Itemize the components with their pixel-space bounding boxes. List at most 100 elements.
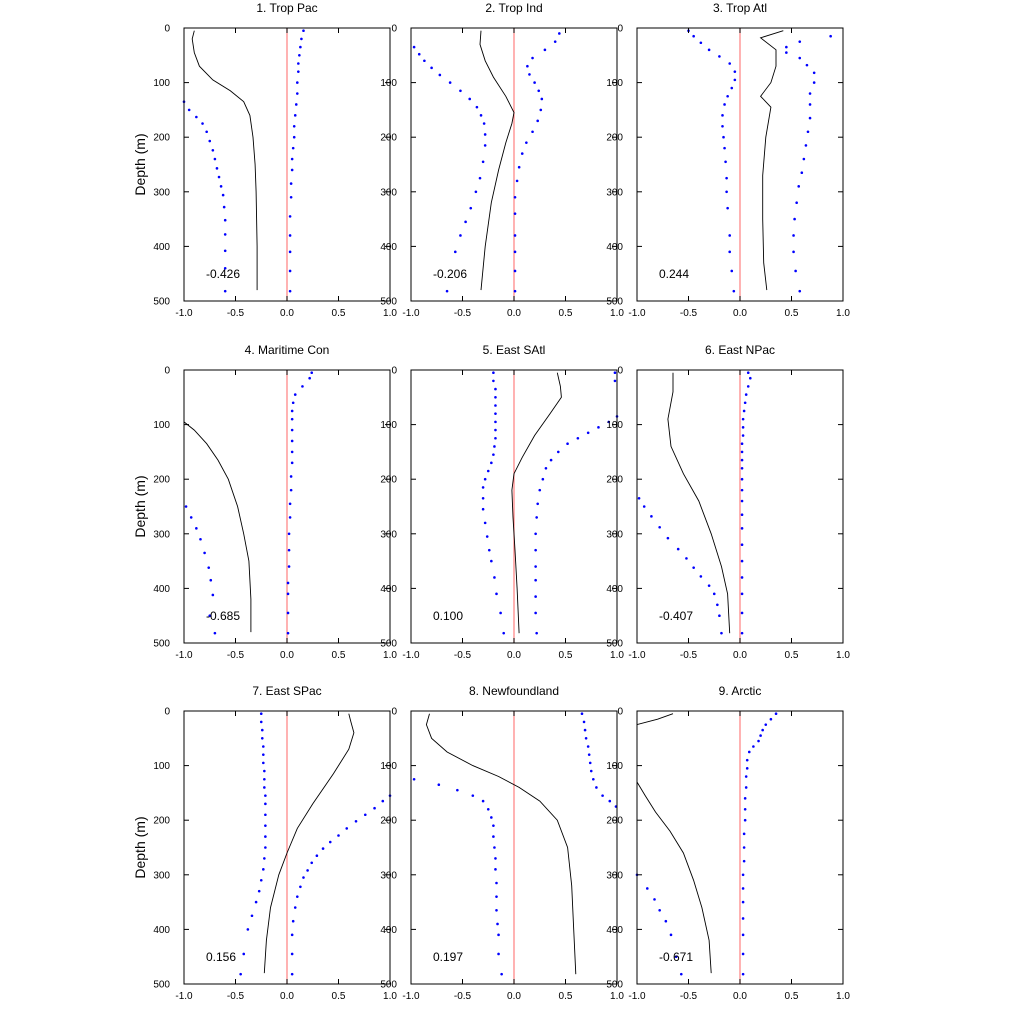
lower-bound-dot xyxy=(468,97,472,101)
lower-bound-dot xyxy=(722,135,725,139)
x-tick-label: 0.0 xyxy=(280,650,294,661)
upper-bound-dot xyxy=(743,807,747,811)
lower-bound-dot xyxy=(246,928,250,931)
upper-bound-dot xyxy=(798,289,802,293)
lower-bound-dot xyxy=(699,575,703,578)
lower-bound-dot xyxy=(262,745,265,748)
lower-bound-dot xyxy=(492,453,495,456)
lower-bound-dot xyxy=(679,972,683,976)
lower-bound-dot xyxy=(494,387,497,391)
y-tick-label: 0 xyxy=(617,366,623,377)
y-tick-label: 100 xyxy=(606,761,623,772)
lower-bound-dot xyxy=(464,220,467,224)
y-tick-label: 300 xyxy=(153,870,170,881)
upper-bound-dot xyxy=(290,952,294,956)
upper-bound-dot xyxy=(296,81,299,84)
y-tick-label: 300 xyxy=(380,529,397,540)
profile-line xyxy=(479,30,515,291)
upper-bound-dot xyxy=(373,806,376,810)
upper-bound-dot xyxy=(296,92,299,95)
lower-bound-dot xyxy=(486,807,490,811)
x-tick-label: 1.0 xyxy=(610,308,624,319)
upper-bound-dot xyxy=(541,477,545,481)
lower-bound-dot xyxy=(213,157,217,161)
lower-bound-dot xyxy=(495,881,498,885)
upper-bound-dot xyxy=(740,442,744,446)
lower-bound-dot xyxy=(674,955,678,958)
upper-bound-dot xyxy=(287,532,291,536)
upper-bound-dot xyxy=(292,135,296,139)
x-tick-label: 1.0 xyxy=(836,650,850,661)
lower-bound-dot xyxy=(217,175,221,179)
lower-bound-dot xyxy=(707,48,711,52)
x-tick-label: 0.0 xyxy=(733,991,747,1002)
lower-bound-dot xyxy=(728,62,731,65)
lower-bound-dot xyxy=(685,557,688,560)
lower-bound-dot xyxy=(242,952,246,956)
lower-bound-dot xyxy=(721,124,724,128)
upper-bound-dot xyxy=(745,767,749,770)
lower-bound-dot xyxy=(726,94,729,98)
upper-bound-dot xyxy=(517,165,521,169)
y-tick-label: 0 xyxy=(164,707,170,718)
upper-bound-dot xyxy=(797,185,801,188)
y-tick-label: 100 xyxy=(606,78,623,89)
lower-bound-dot xyxy=(201,122,204,125)
lower-bound-dot xyxy=(483,477,487,481)
panel-title: 4. Maritime Con xyxy=(245,343,330,357)
upper-bound-dot xyxy=(287,565,291,568)
upper-bound-dot xyxy=(740,458,744,462)
lower-bound-dot xyxy=(223,266,227,270)
lower-bound-dot xyxy=(205,130,208,134)
upper-bound-dot xyxy=(808,92,812,95)
lower-bound-dot xyxy=(707,584,711,587)
upper-bound-dot xyxy=(290,168,294,172)
lower-bound-dot xyxy=(500,972,503,976)
upper-bound-dot xyxy=(287,548,291,552)
upper-bound-dot xyxy=(586,745,590,748)
y-tick-label: 0 xyxy=(164,24,170,35)
upper-bound-dot xyxy=(513,269,517,273)
panel-annotation: -0.206 xyxy=(433,267,467,281)
lower-bound-dot xyxy=(492,835,495,838)
x-tick-label: 0.0 xyxy=(507,308,521,319)
upper-bound-dot xyxy=(310,371,314,375)
upper-bound-dot xyxy=(586,431,590,435)
upper-bound-dot xyxy=(741,887,745,890)
lower-bound-dot xyxy=(223,218,227,222)
x-tick-label: 0.0 xyxy=(280,991,294,1002)
x-tick-label: 1.0 xyxy=(383,308,397,319)
lower-bound-dot xyxy=(482,122,486,125)
lower-bound-dot xyxy=(239,972,242,976)
upper-bound-dot xyxy=(761,728,764,732)
lower-bound-dot xyxy=(642,505,646,508)
lower-bound-dot xyxy=(730,86,734,90)
upper-bound-dot xyxy=(792,234,795,237)
lower-bound-dot xyxy=(481,507,485,511)
upper-bound-dot xyxy=(534,611,537,615)
panel-title: 7. East SPac xyxy=(252,684,321,698)
lower-bound-dot xyxy=(213,631,217,635)
upper-bound-dot xyxy=(531,56,534,60)
upper-bound-dot xyxy=(795,201,798,205)
profile-line xyxy=(667,372,731,634)
lower-bound-dot xyxy=(262,868,265,871)
lower-bound-dot xyxy=(495,895,498,898)
upper-bound-dot xyxy=(595,786,598,789)
upper-bound-dot xyxy=(526,64,529,68)
upper-bound-dot xyxy=(742,409,746,413)
lower-bound-dot xyxy=(664,919,668,923)
lower-bound-dot xyxy=(733,78,737,82)
lower-bound-dot xyxy=(481,160,485,164)
upper-bound-dot xyxy=(764,723,768,726)
x-tick-label: 0.5 xyxy=(332,308,346,319)
lower-bound-dot xyxy=(417,52,421,56)
lower-bound-dot xyxy=(469,206,473,210)
upper-bound-dot xyxy=(741,426,745,429)
x-tick-label: -0.5 xyxy=(680,650,698,661)
lower-bound-dot xyxy=(495,592,498,596)
lower-bound-dot xyxy=(254,900,258,904)
y-tick-label: 400 xyxy=(606,925,623,936)
upper-bound-dot xyxy=(741,952,745,956)
